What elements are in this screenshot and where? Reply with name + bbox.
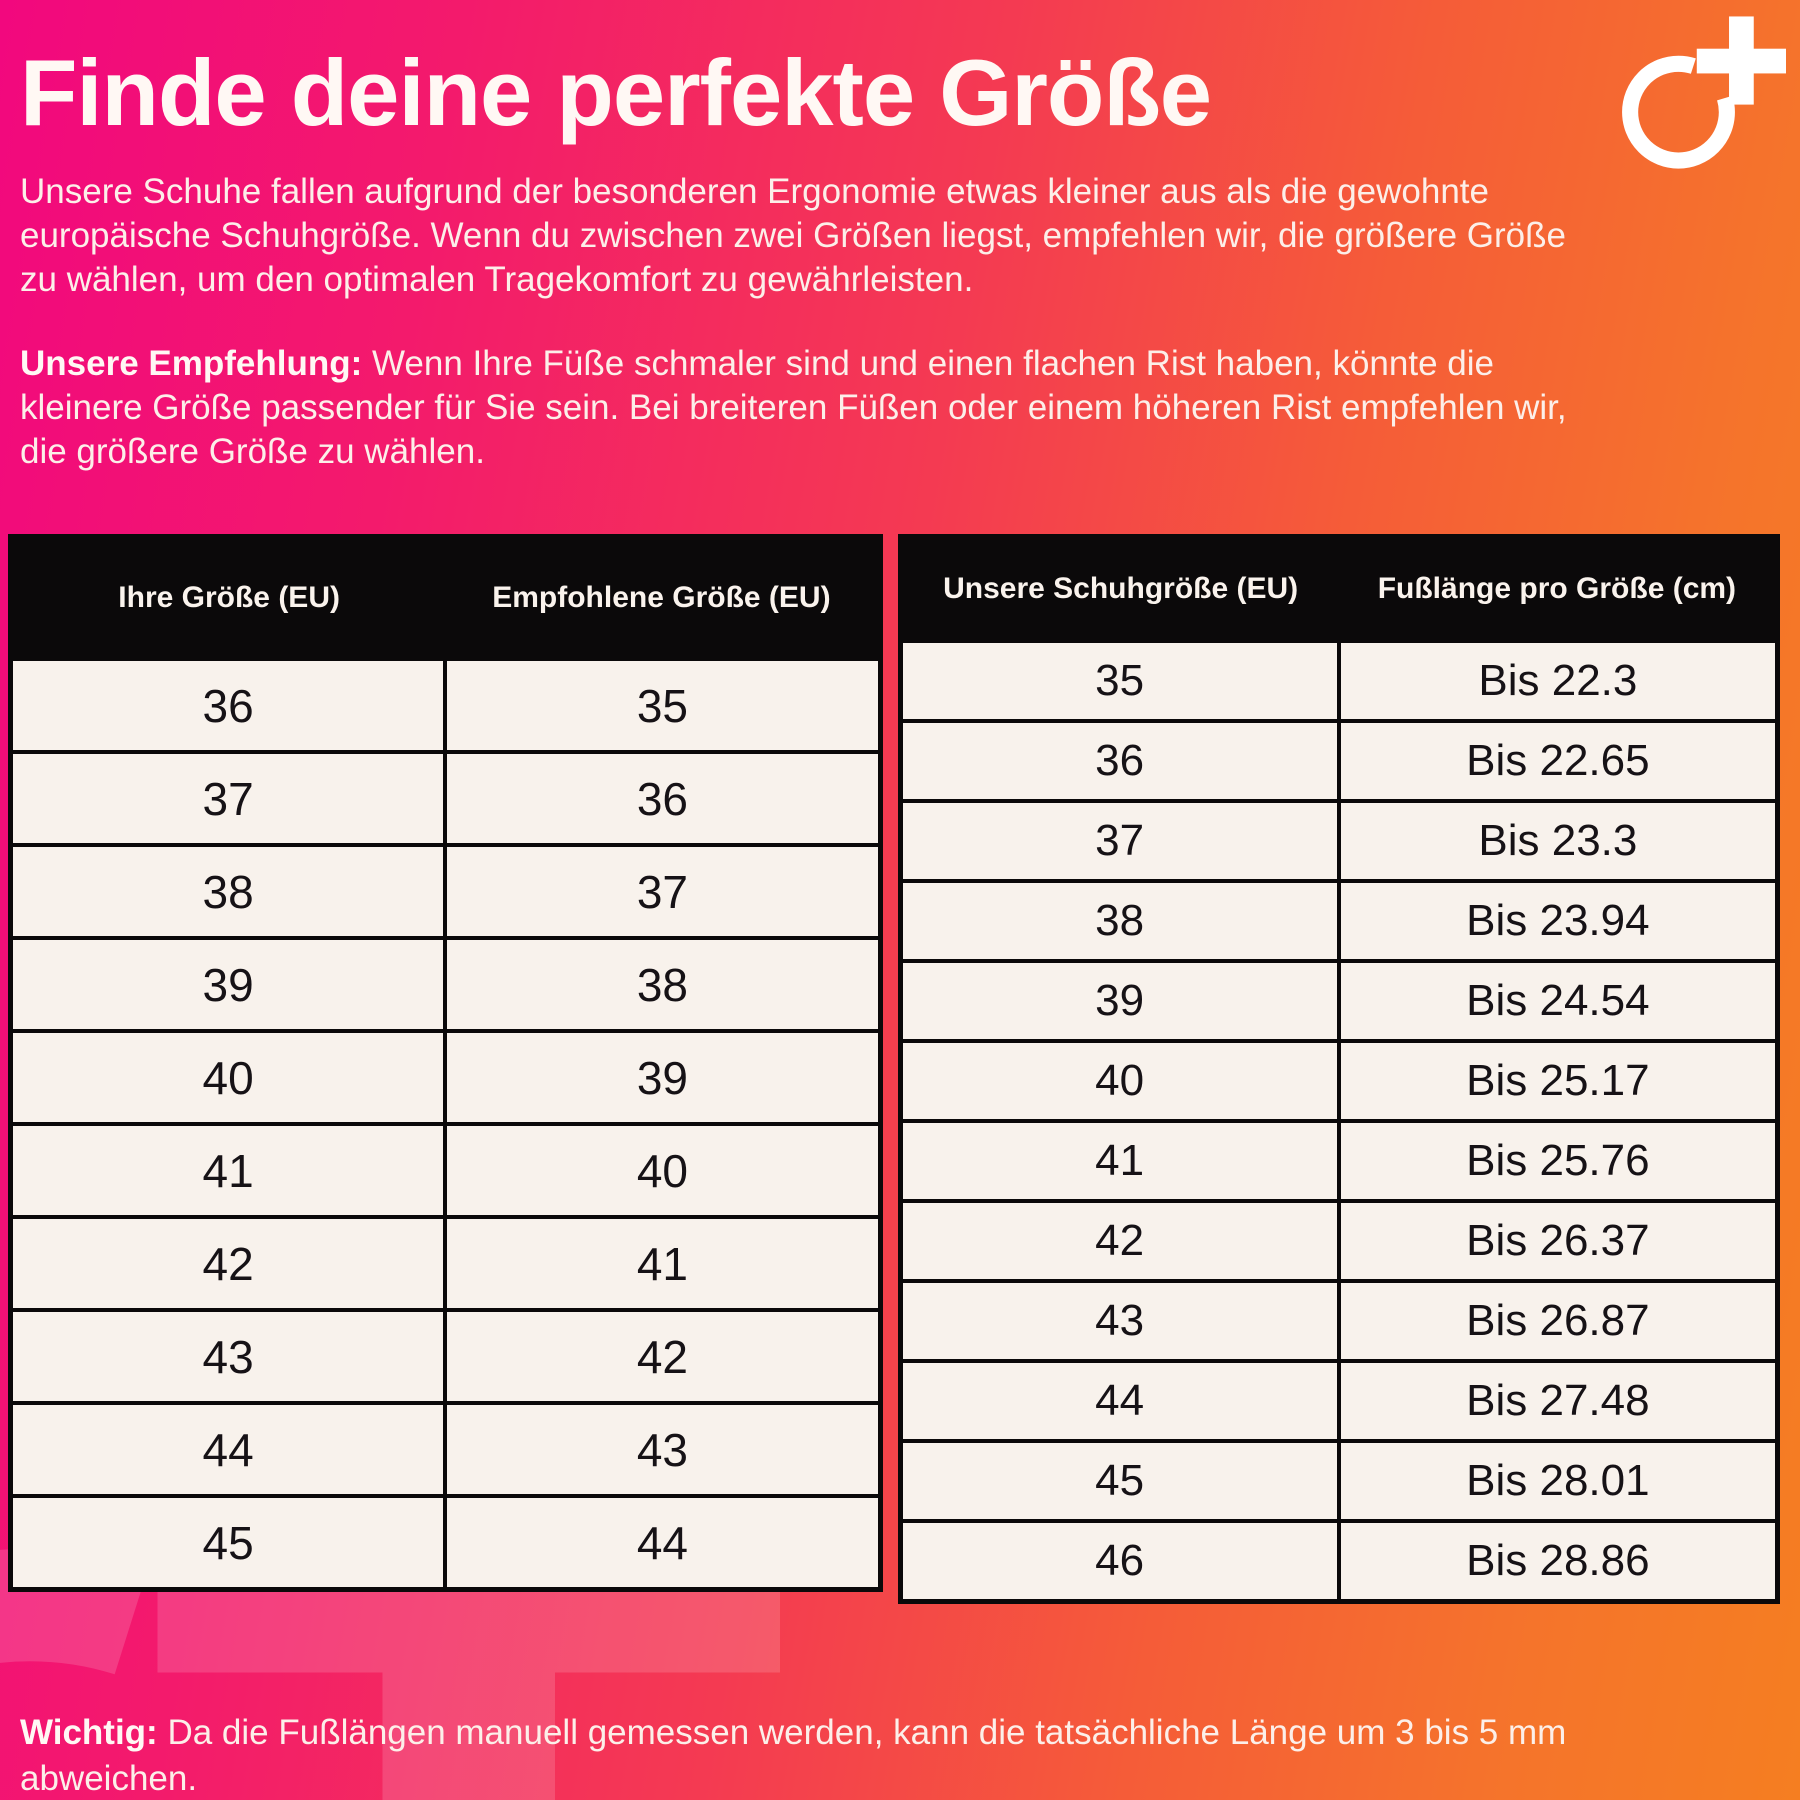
table-row: 38 Bis 23.94 (898, 879, 1780, 964)
table-cell: Bis 23.3 (1336, 799, 1780, 884)
table-cell: 45 (8, 1494, 448, 1592)
footer-note: Wichtig: Da die Fußlängen manuell gemess… (20, 1710, 1580, 1800)
table-row: 41 40 (8, 1122, 883, 1220)
table-row: 44 Bis 27.48 (898, 1359, 1780, 1444)
table-cell: 46 (898, 1519, 1341, 1604)
table-row: 39 38 (8, 936, 883, 1034)
table-row: 40 Bis 25.17 (898, 1039, 1780, 1124)
brand-logo-circle-plus-icon (1622, 16, 1786, 169)
table-cell: 43 (8, 1308, 448, 1406)
table-row: 44 43 (8, 1401, 883, 1499)
table-row: 36 Bis 22.65 (898, 719, 1780, 804)
table-cell: Bis 25.76 (1336, 1119, 1780, 1204)
table-cell: 39 (8, 936, 448, 1034)
table-row: 41 Bis 25.76 (898, 1119, 1780, 1204)
table-cell: 36 (898, 719, 1341, 804)
table-cell: 44 (898, 1359, 1341, 1444)
table-cell: Bis 23.94 (1336, 879, 1780, 964)
table-cell: 40 (8, 1029, 448, 1127)
table-row: 42 41 (8, 1215, 883, 1313)
footer-note-label: Wichtig: (20, 1713, 158, 1753)
table-row: 40 39 (8, 1029, 883, 1127)
table-cell: Bis 26.87 (1336, 1279, 1780, 1364)
table-cell: 42 (898, 1199, 1341, 1284)
table-cell: Bis 27.48 (1336, 1359, 1780, 1444)
table-cell: Bis 28.86 (1336, 1519, 1780, 1604)
table-row: 46 Bis 28.86 (898, 1519, 1780, 1604)
shoe-size-to-foot-length-table: Unsere Schuhgröße (EU) Fußlänge pro Größe… (897, 534, 1780, 1605)
table-row: 37 36 (8, 750, 883, 848)
table-cell: 41 (443, 1215, 883, 1313)
table-cell: 36 (443, 750, 883, 848)
table-cell: Bis 28.01 (1336, 1439, 1780, 1524)
table-cell: Bis 22.65 (1336, 719, 1780, 804)
table-cell: 38 (8, 843, 448, 941)
table-cell: 41 (8, 1122, 448, 1220)
table-row: 45 44 (8, 1494, 883, 1592)
table-row: 43 Bis 26.87 (898, 1279, 1780, 1364)
table-row: 43 42 (8, 1308, 883, 1406)
table-row: 35 Bis 22.3 (898, 639, 1780, 724)
table-row: 38 37 (8, 843, 883, 941)
table-cell: 42 (443, 1308, 883, 1406)
table-cell: 39 (443, 1029, 883, 1127)
column-header: Fußlänge pro Größe (cm) (1338, 536, 1778, 642)
table-cell: 40 (898, 1039, 1341, 1124)
header-row: Unsere Schuhgröße (EU) Fußlänge pro Größe… (900, 536, 1778, 642)
table-cell: 39 (898, 959, 1341, 1044)
table-cell: 37 (443, 843, 883, 941)
table-cell: 35 (898, 639, 1341, 724)
table-row: 42 Bis 26.37 (898, 1199, 1780, 1284)
table-cell: 43 (898, 1279, 1341, 1364)
table-cell: 44 (443, 1494, 883, 1592)
table-cell: 36 (8, 657, 448, 755)
table-row: 36 35 (8, 657, 883, 755)
table-cell: Bis 24.54 (1336, 959, 1780, 1044)
table-row: 37 Bis 23.3 (898, 799, 1780, 884)
tables-row: Ihre Größe (EU) Empfohlene Größe (EU) 36 35… (8, 534, 1780, 1605)
recommendation-label: Unsere Empfehlung: (20, 343, 363, 383)
column-header: Ihre Größe (EU) (10, 536, 446, 660)
intro-paragraph: Unsere Schuhe fallen aufgrund der besond… (20, 171, 1566, 299)
table-cell: Bis 25.17 (1336, 1039, 1780, 1124)
page-title: Finde deine perfekte Größe (20, 40, 1212, 145)
your-size-to-recommended-size-table: Ihre Größe (EU) Empfohlene Größe (EU) 36 35… (8, 534, 883, 1593)
table-cell: 41 (898, 1119, 1341, 1204)
table-cell: 42 (8, 1215, 448, 1313)
recommendation-paragraph: Unsere Empfehlung: Wenn Ihre Füße schmal… (20, 342, 1592, 474)
table-cell: 37 (8, 750, 448, 848)
table-row: 45 Bis 28.01 (898, 1439, 1780, 1524)
table-row: 39 Bis 24.54 (898, 959, 1780, 1044)
table-cell: 43 (443, 1401, 883, 1499)
table-cell: 44 (8, 1401, 448, 1499)
table-cell: 37 (898, 799, 1341, 884)
column-header: Empfohlene Größe (EU) (445, 536, 881, 660)
table-cell: 38 (898, 879, 1341, 964)
table-cell: 40 (443, 1122, 883, 1220)
header-row: Ihre Größe (EU) Empfohlene Größe (EU) (10, 536, 881, 660)
table-cell: 38 (443, 936, 883, 1034)
table-cell: 35 (443, 657, 883, 755)
table-cell: Bis 22.3 (1336, 639, 1780, 724)
table-cell: 45 (898, 1439, 1341, 1524)
column-header: Unsere Schuhgröße (EU) (900, 536, 1339, 642)
table-cell: Bis 26.37 (1336, 1199, 1780, 1284)
recommendation-text: Wenn Ihre Füße schmaler sind und einen f… (20, 343, 1567, 471)
footer-note-text: Da die Fußlängen manuell gemessen werden… (20, 1713, 1567, 1799)
